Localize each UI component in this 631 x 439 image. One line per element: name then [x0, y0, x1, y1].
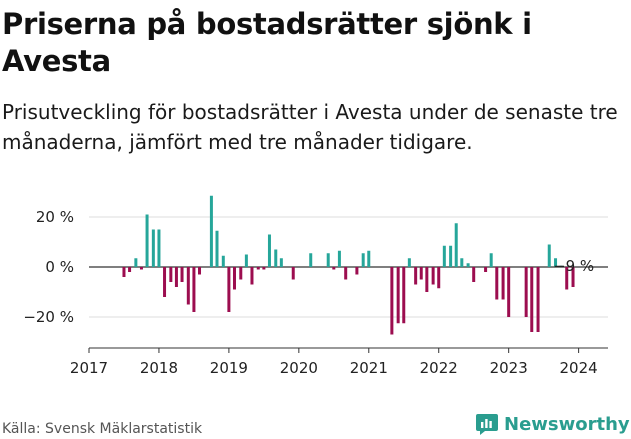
bar [407, 258, 411, 267]
brand-logo: Newsworthy [476, 410, 630, 438]
bar [414, 267, 418, 285]
bar [239, 267, 243, 280]
bar [227, 267, 231, 312]
y-tick-label: 20 % [36, 208, 74, 226]
source-note: Källa: Svensk Mäklarstatistik [2, 421, 203, 437]
bar [145, 214, 149, 267]
bar [396, 267, 400, 324]
chart-subtitle: Prisutveckling för bostadsrätter i Avest… [2, 100, 618, 154]
x-tick-label: 2019 [210, 359, 248, 377]
bars [122, 195, 575, 335]
bar [361, 253, 365, 267]
x-tick-label: 2024 [560, 359, 598, 377]
bar [128, 267, 132, 272]
bar [466, 263, 470, 267]
y-tick-label: 0 % [45, 258, 74, 276]
x-tick-label: 2017 [70, 359, 108, 377]
bar [402, 267, 406, 324]
x-tick-label: 2023 [490, 359, 528, 377]
bar [163, 267, 167, 297]
x-axis [88, 347, 608, 353]
bar [501, 267, 505, 300]
bar [454, 223, 458, 267]
gridlines [89, 216, 608, 318]
last-value-label: −9 % [553, 257, 594, 275]
bar [571, 267, 575, 287]
bar [437, 267, 441, 289]
bar [262, 267, 266, 270]
bar [390, 267, 394, 335]
bar [530, 267, 534, 332]
bar [337, 250, 341, 267]
bar [524, 267, 528, 317]
bar [536, 267, 540, 332]
bar [565, 267, 569, 290]
x-tick-label: 2022 [420, 359, 458, 377]
bar [122, 267, 126, 277]
bar [472, 267, 476, 282]
bar [157, 229, 161, 267]
bar [355, 267, 359, 275]
bar [232, 267, 236, 290]
bar [332, 267, 336, 270]
bar [267, 234, 271, 267]
bar [547, 244, 551, 267]
bar [489, 253, 493, 267]
bar [198, 267, 202, 275]
y-tick-label: −20 % [23, 308, 74, 326]
bar [256, 267, 260, 270]
bar [431, 267, 435, 285]
bar [495, 267, 499, 300]
bar [419, 267, 423, 280]
bar [274, 249, 278, 267]
bar [507, 267, 511, 317]
x-tick-label: 2018 [140, 359, 178, 377]
bar [484, 267, 488, 272]
bar [174, 267, 178, 287]
bar [151, 229, 155, 267]
bar [209, 195, 213, 267]
x-axis-labels: 2017 2018 2019 2020 2021 2022 2023 2024 [70, 359, 598, 377]
bar [180, 267, 184, 282]
bar [442, 245, 446, 267]
bar [279, 258, 283, 267]
y-axis-labels: 20 % 0 % −20 % [23, 208, 74, 326]
bar [169, 267, 173, 282]
bar [559, 265, 563, 267]
newsworthy-icon [476, 414, 498, 435]
bar [215, 230, 219, 267]
bar [192, 267, 196, 312]
bar [309, 253, 313, 267]
bar [554, 258, 558, 267]
x-tick-label: 2021 [350, 359, 388, 377]
bar [134, 258, 138, 267]
bar [326, 253, 330, 267]
x-tick-label: 2020 [280, 359, 318, 377]
bar [221, 255, 225, 267]
bar [449, 245, 453, 267]
brand-name: Newsworthy [504, 413, 630, 435]
bar [344, 267, 348, 280]
chart-title: Priserna på bostadsrätter sjönk i Avesta [2, 7, 532, 78]
bar [250, 267, 254, 285]
bar [186, 267, 190, 305]
bar [460, 258, 464, 267]
bar [139, 267, 143, 270]
bar [291, 267, 295, 280]
bar [425, 267, 429, 292]
bar [367, 250, 371, 267]
bar [244, 254, 248, 267]
